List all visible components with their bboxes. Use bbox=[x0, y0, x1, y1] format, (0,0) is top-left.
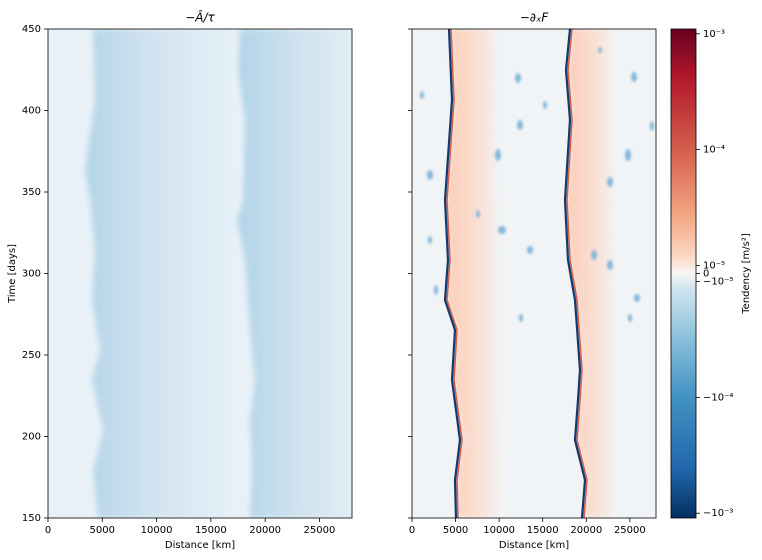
x-tick-label: 0 bbox=[45, 525, 51, 536]
y-tick-label: 450 bbox=[22, 24, 41, 35]
colorbar-tick-label: 0 bbox=[703, 269, 709, 280]
colorbar-tick-label: −10⁻³ bbox=[703, 508, 733, 519]
x-tick-label: 5000 bbox=[90, 525, 115, 536]
y-tick-label: 200 bbox=[22, 432, 41, 443]
y-tick-label: 250 bbox=[22, 350, 41, 361]
panel-title: −∂ₓF bbox=[520, 11, 550, 25]
x-tick-label: 10000 bbox=[483, 525, 515, 536]
colorbar bbox=[670, 28, 697, 519]
heatmap-right bbox=[412, 29, 656, 518]
x-tick-label: 25000 bbox=[614, 525, 646, 536]
colorbar-tick-label: 10⁻⁴ bbox=[703, 145, 725, 156]
y-tick-label: 350 bbox=[22, 187, 41, 198]
heatmap-left bbox=[48, 29, 352, 518]
x-tick-label: 15000 bbox=[195, 525, 227, 536]
colorbar-label: Tendency [m/s²] bbox=[741, 233, 752, 315]
x-axis-label: Distance [km] bbox=[165, 540, 235, 551]
colorbar-tick-label: 10⁻⁵ bbox=[703, 260, 725, 271]
colorbar-tick-label: 10⁻³ bbox=[703, 29, 725, 40]
x-tick-label: 25000 bbox=[304, 525, 336, 536]
x-tick-label: 15000 bbox=[527, 525, 559, 536]
x-tick-label: 20000 bbox=[249, 525, 281, 536]
x-tick-label: 0 bbox=[409, 525, 415, 536]
y-tick-label: 300 bbox=[22, 269, 41, 280]
y-tick-label: 150 bbox=[22, 513, 41, 524]
y-tick-label: 400 bbox=[22, 106, 41, 117]
x-tick-label: 20000 bbox=[570, 525, 602, 536]
y-axis-label: Time [days] bbox=[7, 244, 18, 304]
panel-title: −Â/τ bbox=[185, 10, 215, 25]
colorbar-tick-label: −10⁻⁴ bbox=[703, 392, 733, 403]
x-tick-label: 5000 bbox=[443, 525, 468, 536]
x-tick-label: 10000 bbox=[141, 525, 173, 536]
colorbar-tick-label: −10⁻⁵ bbox=[703, 277, 733, 288]
x-axis-label: Distance [km] bbox=[499, 540, 569, 551]
